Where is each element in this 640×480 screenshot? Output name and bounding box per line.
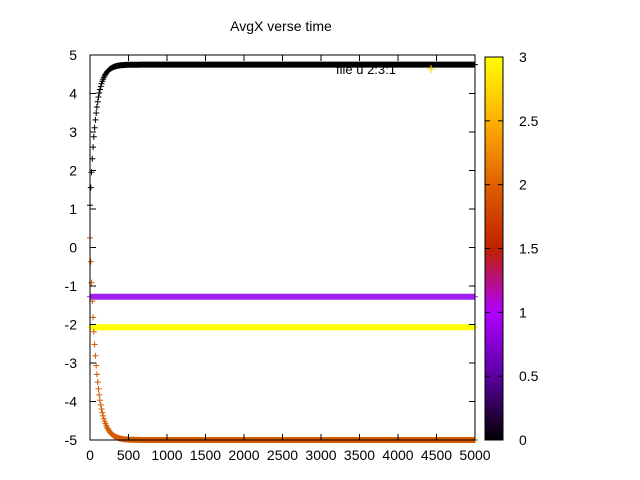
series-3 xyxy=(87,234,478,443)
y-tick-label: -2 xyxy=(65,317,78,333)
colorbar: 3 2.5 2 1.5 1 0.5 0 xyxy=(484,49,539,448)
x-tick-label: 1000 xyxy=(151,447,182,463)
x-axis: 0 500 1000 1500 2000 2500 3000 3500 4000 4500 5000 xyxy=(86,55,491,463)
chart-title: AvgX verse time xyxy=(230,18,332,34)
colorbar-tick-label: 1.5 xyxy=(519,241,539,257)
y-axis: 5 4 3 2 1 0 -1 -2 -3 -4 -5 xyxy=(65,47,475,448)
legend-marker xyxy=(427,65,435,73)
y-tick-label: -4 xyxy=(65,394,78,410)
legend-label: file u 2:3:1 xyxy=(336,62,396,77)
colorbar-tick-label: 3 xyxy=(519,49,527,65)
colorbar-tick-label: 2 xyxy=(519,177,527,193)
y-tick-label: -5 xyxy=(65,432,78,448)
series-1-points xyxy=(87,293,478,300)
colorbar-tick-label: 2.5 xyxy=(519,113,539,129)
x-tick-label: 1500 xyxy=(190,447,221,463)
x-tick-label: 2000 xyxy=(228,447,259,463)
y-tick-label: 3 xyxy=(69,124,77,140)
y-tick-label: -1 xyxy=(65,278,78,294)
y-tick-label: -3 xyxy=(65,355,78,371)
y-tick-label: 1 xyxy=(69,201,77,217)
series-3-points xyxy=(87,234,478,443)
x-tick-label: 500 xyxy=(117,447,141,463)
colorbar-tick-label: 0 xyxy=(519,432,527,448)
x-tick-label: 4500 xyxy=(421,447,452,463)
x-tick-label: 4000 xyxy=(382,447,413,463)
x-tick-label: 2500 xyxy=(267,447,298,463)
y-tick-label: 5 xyxy=(69,47,77,63)
y-tick-label: 4 xyxy=(69,86,77,102)
series-2 xyxy=(87,324,478,331)
plot-frame xyxy=(89,54,476,441)
y-tick-label: 2 xyxy=(69,163,77,179)
x-tick-label: 0 xyxy=(86,447,94,463)
plot-area xyxy=(87,61,478,443)
colorbar-tick-label: 1 xyxy=(519,304,527,320)
legend: file u 2:3:1 xyxy=(336,62,435,77)
colorbar-tick-label: 0.5 xyxy=(519,368,539,384)
x-tick-label: 3500 xyxy=(344,447,375,463)
series-0 xyxy=(87,61,478,209)
series-2-points xyxy=(87,324,478,331)
series-1 xyxy=(87,293,478,300)
x-tick-label: 5000 xyxy=(459,447,490,463)
series-0-points xyxy=(87,61,478,209)
y-tick-label: 0 xyxy=(69,240,77,256)
x-tick-label: 3000 xyxy=(305,447,336,463)
